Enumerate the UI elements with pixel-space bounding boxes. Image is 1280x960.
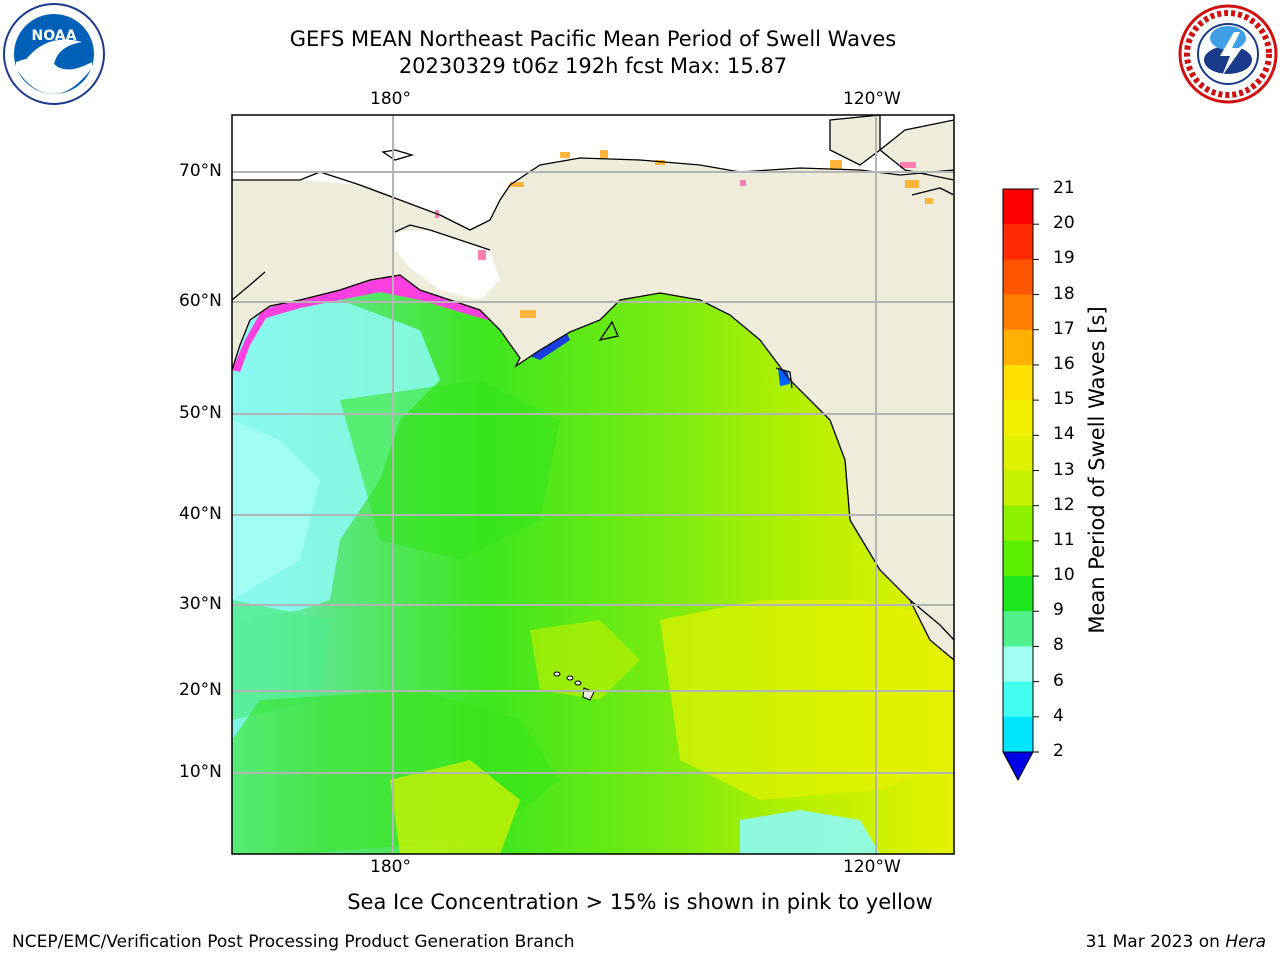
colorbar-segment <box>1003 189 1033 225</box>
colorbar-tick-label: 4 <box>1053 705 1064 726</box>
colorbar-tick-label: 17 <box>1053 318 1075 339</box>
lon-label-bottom-180: 180° <box>370 857 411 877</box>
colorbar-segment <box>1003 716 1033 753</box>
colorbar-tick-label: 12 <box>1053 494 1075 515</box>
swell-period-field <box>232 115 954 854</box>
graticule <box>232 115 954 854</box>
colorbar-segment <box>1003 576 1033 612</box>
lat-label-30n: 30°N <box>179 594 222 614</box>
colorbar-segment <box>1003 611 1033 647</box>
colorbar-tick-label: 16 <box>1053 353 1075 374</box>
noaa-logo: NOAA <box>3 3 105 105</box>
colorbar-extend-triangle <box>1002 751 1034 782</box>
footer-credit: NCEP/EMC/Verification Post Processing Pr… <box>12 932 575 952</box>
colorbar-segment <box>1003 681 1033 718</box>
colorbar-label: Mean Period of Swell Waves [s] <box>1085 306 1109 634</box>
colorbar-segment <box>1003 259 1033 296</box>
colorbar-tick-label: 19 <box>1053 248 1075 269</box>
colorbar-tick-label: 15 <box>1053 389 1075 410</box>
lon-label-top-180: 180° <box>370 89 411 109</box>
colorbar-segment <box>1003 400 1033 436</box>
chart-subtitle: 20230329 t06z 192h fcst Max: 15.87 <box>398 54 788 78</box>
colorbar-tick-label: 20 <box>1053 213 1075 234</box>
colorbar-tick-label: 6 <box>1053 670 1064 691</box>
lat-label-60n: 60°N <box>179 291 222 311</box>
colorbar-tick-label: 21 <box>1053 178 1075 198</box>
nws-logo <box>1178 4 1278 104</box>
colorbar-tick-label: 14 <box>1053 424 1075 445</box>
colorbar-tick-label: 18 <box>1053 283 1075 304</box>
colorbar-segment <box>1003 435 1033 471</box>
colorbar-tick-label: 8 <box>1053 635 1064 656</box>
lat-label-40n: 40°N <box>179 504 222 524</box>
colorbar-tick-label: 2 <box>1053 741 1064 761</box>
footer-date-text: 31 Mar 2023 on <box>1085 932 1220 952</box>
lat-label-20n: 20°N <box>179 680 222 700</box>
lat-label-50n: 50°N <box>179 403 222 423</box>
lat-label-70n: 70°N <box>179 161 222 181</box>
map-frame <box>231 114 955 855</box>
colorbar-segment <box>1003 646 1033 683</box>
sea-ice-caption: Sea Ice Concentration > 15% is shown in … <box>347 890 933 914</box>
colorbar-tick-label: 9 <box>1053 600 1064 621</box>
colorbar-segment <box>1003 470 1033 507</box>
lat-label-10n: 10°N <box>179 762 222 782</box>
colorbar-segment <box>1003 540 1033 577</box>
colorbar-segment <box>1003 329 1033 366</box>
colorbar-segment <box>1003 294 1033 331</box>
chart-title: GEFS MEAN Northeast Pacific Mean Period … <box>289 27 897 51</box>
colorbar <box>1002 188 1039 782</box>
footer-date: 31 Mar 2023 on Hera <box>1086 932 1266 952</box>
colorbar-tick-label: 13 <box>1053 459 1075 480</box>
lon-label-bottom-120w: 120°W <box>843 857 901 877</box>
footer-host: Hera <box>1225 932 1266 952</box>
noaa-logo-text: NOAA <box>32 28 77 44</box>
colorbar-tick-label: 11 <box>1053 529 1075 550</box>
colorbar-segment <box>1003 364 1033 401</box>
colorbar-segment <box>1003 505 1033 542</box>
colorbar-segment <box>1003 224 1033 260</box>
lon-label-top-120w: 120°W <box>843 89 901 109</box>
colorbar-tick-label: 10 <box>1053 565 1075 586</box>
